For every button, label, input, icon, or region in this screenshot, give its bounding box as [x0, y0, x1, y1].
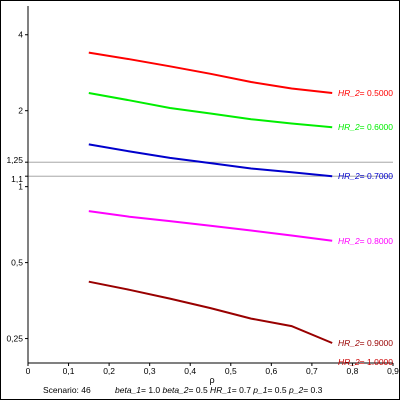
- x-tick-label: 0,8: [347, 366, 359, 376]
- y-tick-label: 1,25: [6, 155, 23, 165]
- x-tick-label: 0,5: [225, 366, 237, 376]
- y-tick-label: 0,25: [6, 334, 23, 344]
- x-tick-label: 0,2: [103, 366, 115, 376]
- series-label: HR_2= 1.0000: [338, 357, 393, 367]
- series-label: HR_2= 0.6000: [338, 122, 393, 132]
- y-tick-label: 1,1: [11, 174, 23, 184]
- series-line: [88, 92, 333, 129]
- x-tick-label: 0,7: [306, 366, 318, 376]
- series-label: HR_2= 0.9000: [338, 338, 393, 348]
- y-tick-label: 1: [18, 182, 23, 192]
- axes: 0 0,1 0,2 0,3 0,4 0,5 0,6 0,7 0,8 0,9 0,25 0,5 11,1 1…: [6, 6, 399, 376]
- footer-params: beta_1= 1.0 beta_2= 0.5 HR_1= 0.7 p_1= 0…: [115, 385, 323, 395]
- x-tick-label: 0: [26, 366, 31, 376]
- series-line: [88, 51, 333, 94]
- series-line: [88, 143, 333, 178]
- x-tick-label: 0,3: [144, 366, 156, 376]
- series-group: HR_2= 0.5000 HR_2= 0.6000 HR_2= 0.7000 HR_2…: [88, 51, 393, 367]
- series-line: [88, 210, 333, 242]
- series-line: [88, 280, 333, 344]
- footer-scenario: Scenario: 46: [43, 385, 91, 395]
- y-tick-label: 4: [18, 30, 23, 40]
- y-tick-label: 2: [18, 106, 23, 116]
- x-tick-label: 0,1: [63, 366, 75, 376]
- x-tick-label: 0,4: [184, 366, 196, 376]
- series-label: HR_2= 0.8000: [338, 236, 393, 246]
- series-label: HR_2= 0.7000: [338, 171, 393, 181]
- y-tick-label: 0,5: [11, 258, 23, 268]
- x-tick-label: 0,6: [265, 366, 277, 376]
- series-label: HR_2= 0.5000: [338, 88, 393, 98]
- x-axis-title: ρ: [209, 375, 214, 385]
- x-tick-label: 0,9: [387, 366, 399, 376]
- footer: Scenario: 46 beta_1= 1.0 beta_2= 0.5 HR_1…: [43, 385, 323, 395]
